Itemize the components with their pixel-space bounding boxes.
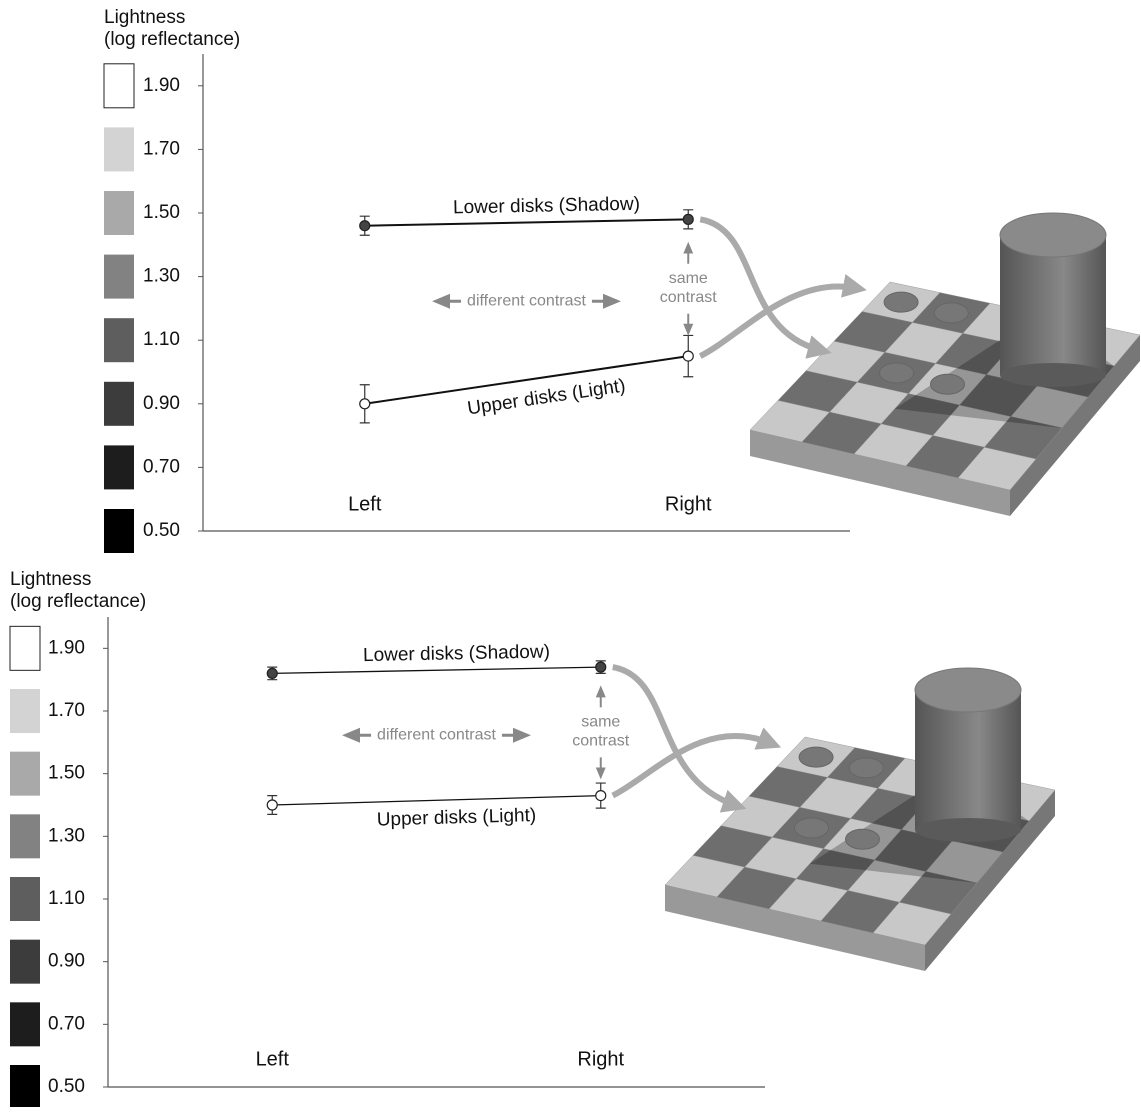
series-label: Upper disks (Light) — [376, 805, 536, 831]
annotation: contrast — [660, 289, 717, 306]
y-tick-label: 1.30 — [48, 825, 85, 846]
lightness-swatch — [104, 318, 134, 362]
data-point — [596, 791, 606, 801]
pointer-arrow — [613, 736, 770, 796]
y-tick-label: 1.10 — [143, 329, 180, 350]
disk — [795, 818, 829, 838]
disk — [934, 303, 968, 323]
annotation: same — [669, 270, 708, 287]
series-label: Lower disks (Shadow) — [363, 642, 550, 667]
disk — [846, 829, 880, 849]
lightness-swatch — [104, 509, 134, 553]
y-tick-label: 1.70 — [48, 700, 85, 721]
lightness-swatch — [10, 877, 40, 921]
data-point — [360, 221, 370, 231]
y-tick-label: 1.10 — [48, 888, 85, 909]
y-tick-label: 0.50 — [143, 520, 180, 541]
lightness-swatch — [10, 814, 40, 858]
lightness-swatch — [104, 64, 134, 108]
x-tick-label: Left — [256, 1048, 290, 1070]
y-tick-label: 0.90 — [143, 393, 180, 414]
series-label: Lower disks (Shadow) — [453, 194, 640, 219]
lightness-swatch — [10, 689, 40, 733]
disk — [931, 374, 965, 394]
panel: Lightness(log reflectance) 0.50 0.70 0.90 1.… — [104, 7, 1140, 553]
lightness-swatch — [10, 1002, 40, 1046]
lightness-swatch — [10, 1065, 40, 1107]
y-axis-label: Lightness — [10, 569, 91, 590]
x-tick-label: Left — [348, 493, 382, 515]
y-axis-label: (log reflectance) — [10, 591, 146, 612]
y-tick-label: 1.50 — [143, 202, 180, 223]
y-tick-label: 1.90 — [48, 637, 85, 658]
data-point — [360, 399, 370, 409]
pointer-arrow — [700, 219, 820, 350]
y-tick-label: 0.70 — [143, 456, 180, 477]
series-line — [365, 219, 689, 225]
data-point — [683, 214, 693, 224]
lightness-swatch — [104, 127, 134, 171]
x-tick-label: Right — [665, 493, 712, 515]
series-label: Upper disks (Light) — [466, 375, 627, 419]
y-axis-label: Lightness — [104, 7, 185, 28]
y-axis-label: (log reflectance) — [104, 29, 240, 50]
y-tick-label: 0.50 — [48, 1076, 85, 1097]
y-tick-label: 1.90 — [143, 75, 180, 96]
y-tick-label: 0.70 — [48, 1013, 85, 1034]
y-tick-label: 1.50 — [48, 763, 85, 784]
disk — [880, 363, 914, 383]
lightness-swatch — [10, 626, 40, 670]
cylinder-top — [1000, 213, 1106, 257]
cylinder-base — [915, 818, 1021, 842]
cylinder-base — [1000, 363, 1106, 387]
y-tick-label: 1.70 — [143, 138, 180, 159]
annotation: contrast — [572, 733, 629, 750]
series-line — [272, 796, 601, 805]
lightness-swatch — [104, 255, 134, 299]
data-point — [683, 351, 693, 361]
lightness-swatch — [10, 940, 40, 984]
annotation: same — [581, 714, 620, 731]
series-line — [272, 667, 601, 673]
figure: Lightness(log reflectance)0.500.700.901.… — [0, 0, 1141, 1107]
x-tick-label: Right — [577, 1048, 624, 1070]
y-tick-label: 0.90 — [48, 951, 85, 972]
data-point — [596, 662, 606, 672]
lightness-swatch — [10, 752, 40, 796]
disk — [884, 292, 918, 312]
y-tick-label: 1.30 — [143, 266, 180, 287]
cylinder-top — [915, 668, 1021, 712]
lightness-swatch — [104, 445, 134, 489]
data-point — [267, 800, 277, 810]
data-point — [267, 668, 277, 678]
annotation: different contrast — [377, 727, 496, 744]
disk — [799, 747, 833, 767]
lightness-swatch — [104, 382, 134, 426]
lightness-swatch — [104, 191, 134, 235]
annotation: different contrast — [467, 292, 586, 309]
disk — [849, 758, 883, 778]
panel: Lightness(log reflectance) 0.50 0.70 0.90 1.… — [10, 569, 1055, 1107]
